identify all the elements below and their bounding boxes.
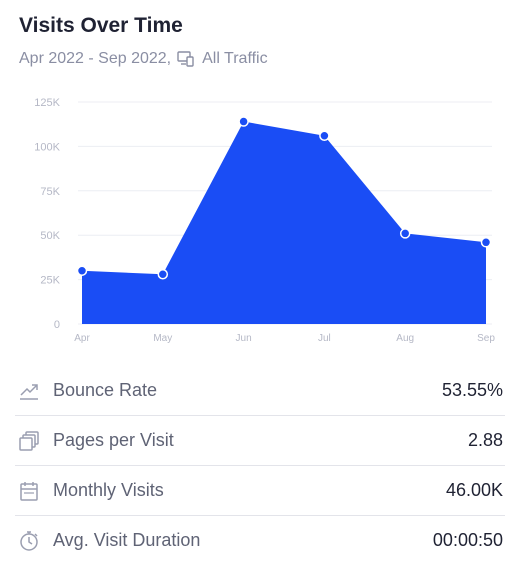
metric-value: 2.88 — [467, 430, 503, 450]
y-tick-label: 0 — [54, 319, 60, 331]
data-point — [238, 116, 249, 127]
card-title: Visits Over Time — [19, 14, 183, 37]
data-point — [480, 237, 492, 248]
visits-area-series — [82, 121, 486, 324]
date-range: Apr 2022 - Sep 2022, — [19, 50, 172, 67]
metric-row-bounce-rate: Bounce Rate 53.55% — [15, 366, 505, 416]
y-tick-label: 100K — [34, 141, 60, 153]
y-tick-label: 50K — [40, 230, 60, 242]
metric-value: 00:00:50 — [432, 530, 503, 550]
metric-row-pages-per-visit: Pages per Visit 2.88 — [15, 416, 505, 466]
calendar-icon — [18, 479, 42, 503]
metric-value: 53.55% — [441, 380, 503, 400]
x-tick-label: May — [153, 333, 172, 344]
y-tick-label: 25K — [40, 275, 60, 287]
data-point — [319, 130, 330, 141]
data-point — [157, 269, 169, 280]
traffic-type: All Traffic — [202, 50, 268, 67]
card-subtitle: Apr 2022 - Sep 2022, All Traffic — [19, 50, 268, 68]
metric-row-avg-visit-duration: Avg. Visit Duration 00:00:50 — [15, 516, 505, 565]
metric-label: Monthly Visits — [53, 480, 164, 500]
x-tick-label: Apr — [74, 333, 90, 344]
metric-label: Avg. Visit Duration — [53, 530, 201, 550]
stopwatch-icon — [18, 529, 42, 553]
devices-icon — [177, 50, 195, 68]
y-tick-label: 75K — [40, 186, 60, 198]
pages-icon — [18, 429, 42, 453]
data-point — [76, 265, 88, 276]
data-point — [399, 228, 411, 239]
metric-label: Bounce Rate — [53, 380, 158, 400]
metrics-list: Bounce Rate 53.55% Pages per Visit 2.88 — [15, 366, 505, 565]
y-tick-label: 125K — [34, 97, 60, 109]
x-tick-label: Aug — [396, 333, 414, 344]
visits-area-chart: 0 25K 50K 75K 100K 125K Apr May Jun Jul Aug Sep — [34, 97, 495, 344]
trend-arrow-icon — [18, 379, 42, 403]
x-tick-label: Sep — [477, 333, 495, 344]
metric-label: Pages per Visit — [53, 430, 174, 450]
metric-row-monthly-visits: Monthly Visits 46.00K — [15, 466, 505, 516]
x-tick-label: Jul — [318, 333, 331, 344]
metric-value: 46.00K — [445, 480, 503, 500]
x-tick-label: Jun — [236, 333, 252, 344]
